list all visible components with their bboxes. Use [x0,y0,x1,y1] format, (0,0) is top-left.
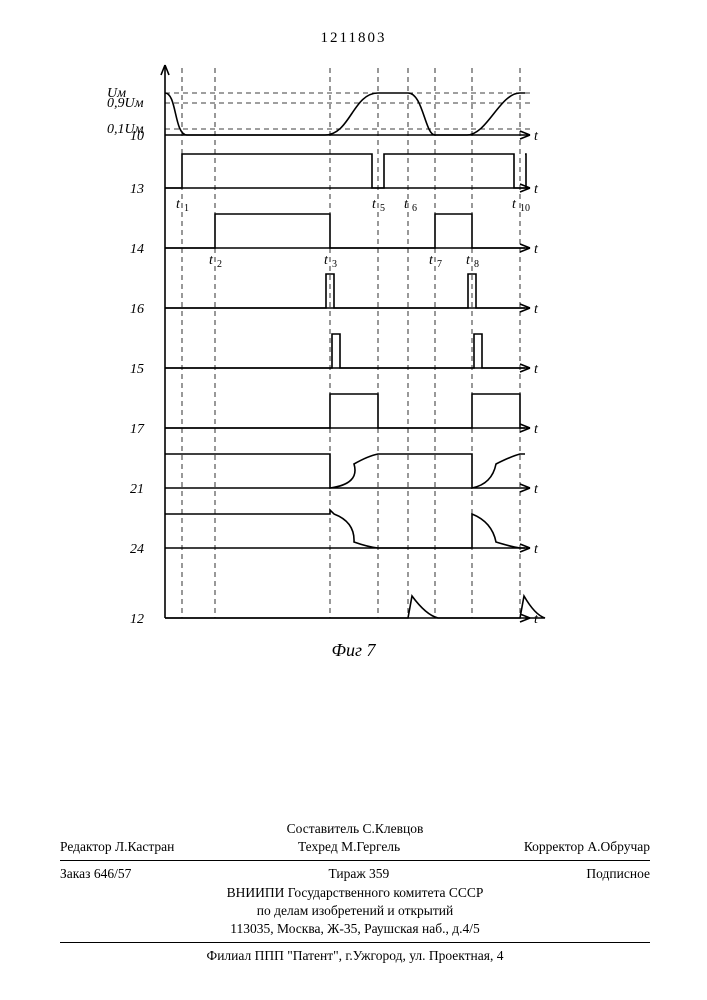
compiler-name: С.Клевцов [363,821,424,836]
svg-text:12: 12 [130,612,144,627]
svg-text:t: t [372,197,377,212]
svg-text:t: t [534,362,539,377]
printrun-value: 359 [369,866,389,881]
svg-text:14: 14 [130,242,144,257]
subscription: Подписное [586,865,650,883]
order-label: Заказ [60,866,90,881]
branch-line: Филиал ППП "Патент", г.Ужгород, ул. Прое… [60,947,650,965]
svg-text:t: t [534,242,539,257]
svg-text:t: t [534,422,539,437]
svg-text:0,9Uм: 0,9Uм [107,96,144,111]
svg-text:t: t [466,253,471,268]
svg-text:7: 7 [437,259,442,270]
svg-text:t: t [209,253,214,268]
org-line-1: ВНИИПИ Государственного комитета СССР [60,884,650,902]
figure-caption: Фиг 7 [0,640,707,661]
org-line-2: по делам изобретений и открытий [60,902,650,920]
svg-text:1: 1 [184,203,189,214]
svg-text:3: 3 [332,259,337,270]
imprint-footer: Составитель С.Клевцов Редактор Л.Кастран… [60,820,650,966]
svg-text:2: 2 [217,259,222,270]
svg-text:24: 24 [130,542,144,557]
svg-text:21: 21 [130,482,144,497]
tech-name: М.Гергель [341,839,400,854]
svg-text:5: 5 [380,203,385,214]
svg-text:t: t [176,197,181,212]
svg-text:t: t [429,253,434,268]
svg-text:15: 15 [130,362,144,377]
corrector-name: А.Обручар [587,839,650,854]
svg-text:16: 16 [130,302,144,317]
printrun-label: Тираж [328,866,365,881]
svg-text:t: t [534,182,539,197]
svg-text:t: t [324,253,329,268]
tech-label: Техред [298,839,338,854]
corrector-label: Корректор [524,839,584,854]
svg-text:10: 10 [130,129,144,144]
svg-text:t: t [534,482,539,497]
svg-text:t: t [512,197,517,212]
editor-name: Л.Кастран [115,839,174,854]
svg-text:8: 8 [474,259,479,270]
editor-label: Редактор [60,839,112,854]
svg-text:17: 17 [130,422,145,437]
svg-text:13: 13 [130,182,144,197]
org-line-3: 113035, Москва, Ж-35, Раушская наб., д.4… [60,920,650,938]
page-number: 1211803 [0,30,707,47]
timing-diagram: Uм0,9Uм0,1Uмt10t13t14t16t15t17t21t24t12t… [100,60,550,635]
svg-text:t: t [534,129,539,144]
compiler-label: Составитель [287,821,360,836]
svg-text:t: t [534,542,539,557]
order-value: 646/57 [94,866,132,881]
svg-text:6: 6 [412,203,417,214]
svg-text:t: t [534,302,539,317]
svg-text:10: 10 [520,203,530,214]
